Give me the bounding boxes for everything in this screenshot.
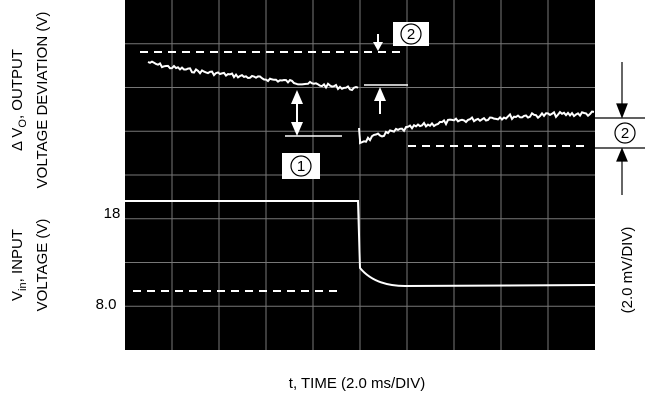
annotation: 1 <box>282 153 320 179</box>
arrow <box>373 42 383 51</box>
output-label: Δ VO, OUTPUT <box>9 49 29 151</box>
svg-text:2: 2 <box>407 26 415 43</box>
dimension-arrows <box>595 62 645 195</box>
output-label: VOLTAGE DEVIATION (V) <box>34 12 51 189</box>
right-axis-label: (2.0 mV/DIV) <box>619 227 636 314</box>
arrow <box>374 87 386 101</box>
output-trace <box>147 60 359 92</box>
output-trace <box>358 110 595 145</box>
input-trace <box>125 200 596 288</box>
input-label: Vin, INPUT <box>9 229 29 301</box>
tick-label: 8.0 <box>96 296 117 313</box>
svg-text:2: 2 <box>621 125 629 142</box>
arrow <box>291 90 303 136</box>
annotation: 2 <box>614 122 636 144</box>
tick-label: 18 <box>104 205 121 222</box>
x-axis-label: t, TIME (2.0 ms/DIV) <box>289 375 425 392</box>
annotation: 2 <box>393 22 429 46</box>
svg-text:1: 1 <box>297 158 305 175</box>
input-label: VOLTAGE (V) <box>34 219 51 312</box>
traces <box>125 34 596 292</box>
